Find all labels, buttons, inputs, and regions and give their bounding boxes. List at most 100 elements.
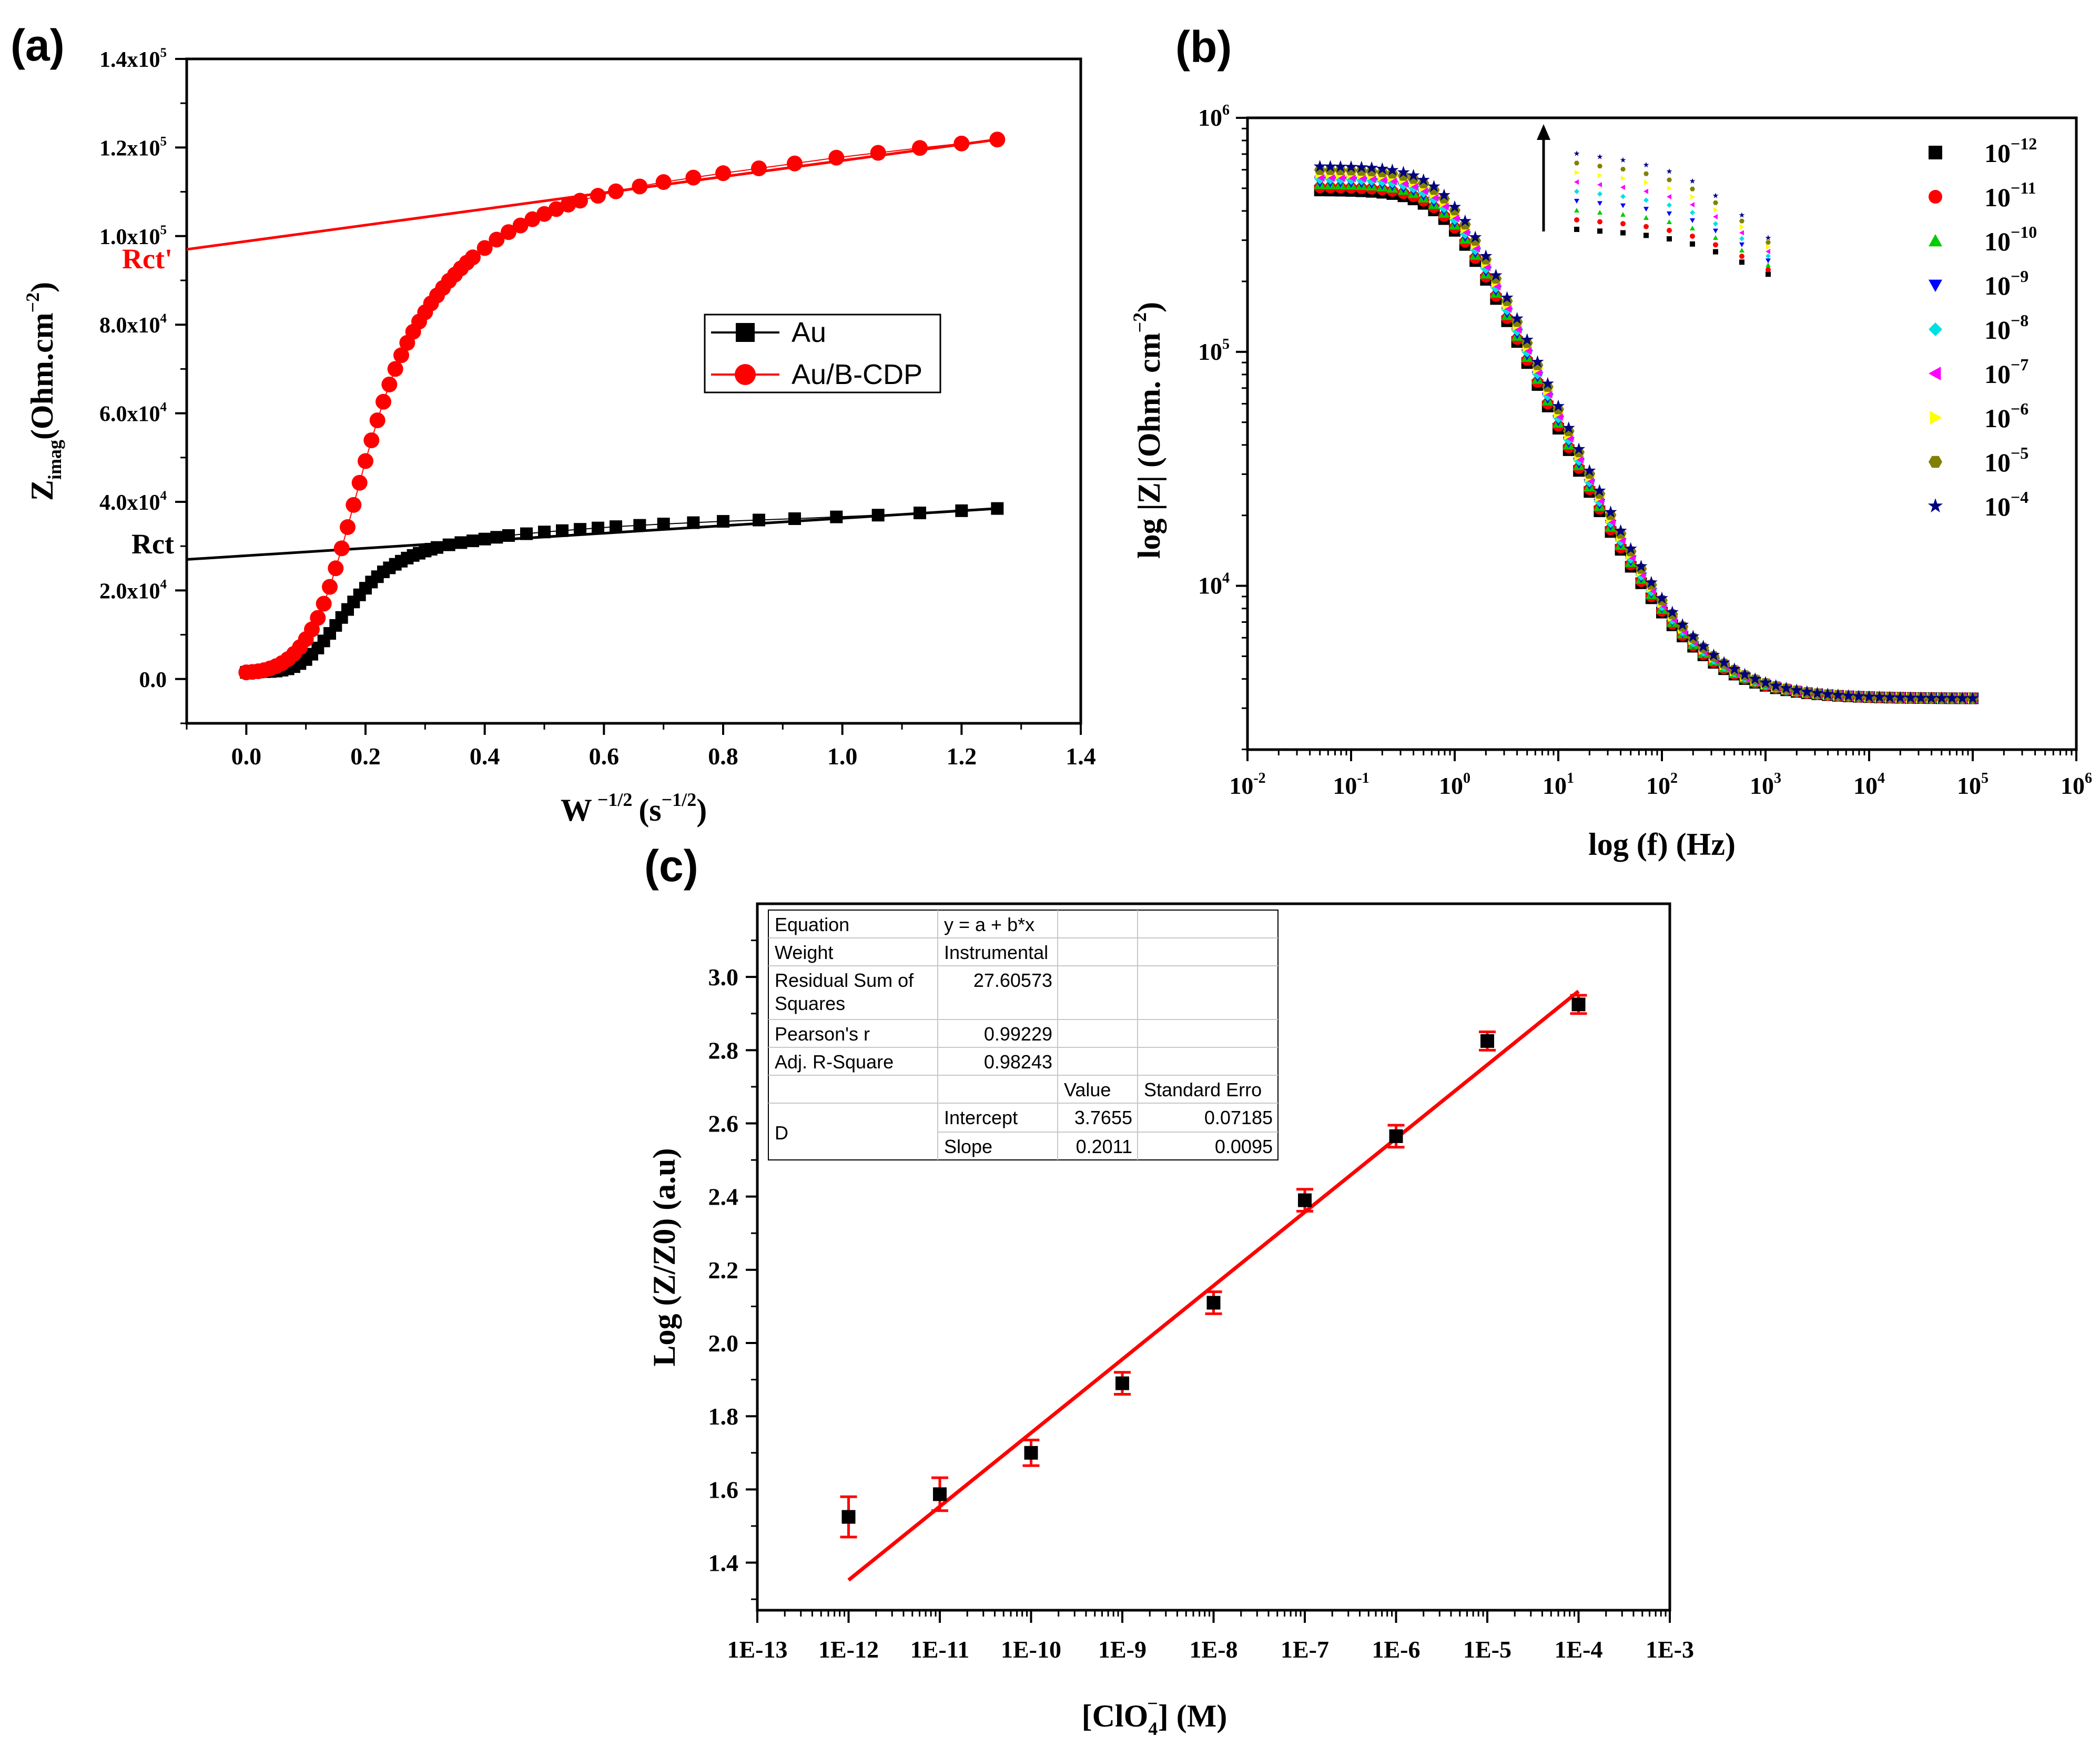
y-tick-label-exp: 5 (160, 134, 167, 148)
data-point (1831, 688, 1844, 701)
y-tick-label: 2.0x104 (99, 577, 167, 603)
y-tick-label: 106 (1198, 102, 1230, 131)
legend-marker (1929, 322, 1942, 336)
y-tick-label-base: 1.2x10 (99, 136, 160, 160)
data-point (841, 1510, 856, 1524)
data-point (1687, 630, 1700, 642)
x-tick-label: 1E-10 (1001, 1636, 1061, 1663)
legend-label-base: 10 (1984, 315, 2011, 345)
panel-b: (b) 10-2 10-1 100 101 102 103 104 105 1061041051… (1129, 22, 2092, 862)
panel-c-label: (c) (644, 841, 698, 891)
table-cell: 27.60573 (973, 970, 1052, 991)
inset-point (1621, 175, 1626, 181)
x-tick-label-exp: -2 (1253, 770, 1265, 786)
y-tick-label-base: 1.0x10 (99, 225, 160, 249)
inset-point (1766, 240, 1771, 245)
legend-au-marker (736, 323, 755, 342)
x-tick-label: 1E-12 (818, 1636, 879, 1663)
table-cell: Equation (775, 914, 849, 935)
data-point (1624, 542, 1637, 554)
inset-point (1667, 219, 1672, 224)
panel-b-arrow (1537, 124, 1550, 231)
inset-point (1765, 235, 1771, 240)
inset-point (1574, 189, 1579, 194)
data-point (933, 1487, 947, 1501)
data-point (1501, 296, 1513, 306)
y-tick-label: 1.4 (708, 1550, 739, 1577)
data-point (1397, 166, 1410, 178)
x-tick-label-base: 10 (1229, 772, 1253, 799)
inset-point (1739, 236, 1744, 241)
data-point (1324, 165, 1336, 175)
data-point (991, 502, 1004, 515)
x-tick-label: 100 (1439, 770, 1470, 799)
data-point (1324, 160, 1337, 173)
data-point (1718, 656, 1731, 668)
data-point (322, 579, 338, 595)
table-cell: 0.0095 (1215, 1136, 1273, 1157)
data-point (989, 132, 1006, 148)
table-cell: y = a + b*x (944, 914, 1034, 935)
data-point (465, 249, 481, 266)
y-tick-label: 2.8 (708, 1037, 739, 1064)
x-tick-label-exp: 0 (1463, 770, 1470, 786)
x-tick-label: 103 (1750, 770, 1781, 799)
y-tick-label: 1.0x105 (99, 223, 167, 249)
data-point (1759, 676, 1772, 689)
inset-point (1644, 197, 1649, 203)
data-point (788, 512, 801, 525)
legend-label: 10−11 (1984, 178, 2036, 212)
data-point (1480, 254, 1492, 265)
panel-b-frame (1246, 116, 2078, 751)
legend-label-base: 10 (1984, 138, 2011, 168)
panel-b-label: (b) (1175, 22, 1232, 72)
inset-point (1667, 228, 1672, 234)
data-point (1531, 355, 1544, 368)
data-point (328, 560, 344, 577)
data-point (502, 529, 515, 542)
legend-label-exp: −10 (2011, 223, 2037, 241)
data-point (912, 140, 928, 156)
inset-point (1597, 228, 1602, 234)
data-point (1666, 605, 1679, 618)
data-point (572, 193, 588, 209)
inset-point (1574, 199, 1579, 204)
y-tick-label-exp: 5 (160, 46, 167, 60)
data-point (454, 536, 468, 549)
table-cell: 0.98243 (984, 1051, 1052, 1073)
inset-point (1739, 248, 1744, 253)
data-point (501, 224, 516, 240)
y-tick-label-base: 8.0x10 (99, 314, 160, 338)
data-point (685, 169, 702, 186)
data-point (1376, 162, 1389, 175)
y-tick-label: 1.8 (708, 1403, 739, 1430)
data-point (1344, 160, 1358, 173)
data-point (316, 595, 332, 612)
data-point (1707, 648, 1720, 661)
data-point (1842, 689, 1855, 701)
fit-line (847, 989, 1580, 1582)
data-point (1389, 1129, 1403, 1143)
data-point (1904, 691, 1917, 703)
inset-point (1574, 208, 1579, 213)
legend-label: 10−8 (1984, 311, 2028, 345)
inset-point (1597, 201, 1602, 206)
inset-point (1690, 226, 1695, 230)
legend-label-exp: −7 (2011, 355, 2028, 374)
x-tick-label: 105 (1957, 770, 1989, 799)
table-cell: Slope (944, 1136, 992, 1157)
data-point (1571, 997, 1586, 1012)
data-point (610, 520, 622, 533)
panel-a-ylabel: Zimag(Ohm.cm−2) (22, 282, 65, 501)
inset-point (1766, 271, 1771, 277)
inset-point (1690, 218, 1695, 224)
x-tick-label: 1E-8 (1190, 1636, 1238, 1663)
inset-point (1690, 194, 1695, 200)
legend-label-base: 10 (1984, 227, 2011, 256)
inset-point (1644, 207, 1649, 212)
x-tick-label: 1E-5 (1463, 1636, 1511, 1663)
data-point (1790, 683, 1803, 696)
data-point (955, 504, 968, 517)
panel-a-xlabel: W −1/2 (s−1/2) (561, 789, 707, 827)
